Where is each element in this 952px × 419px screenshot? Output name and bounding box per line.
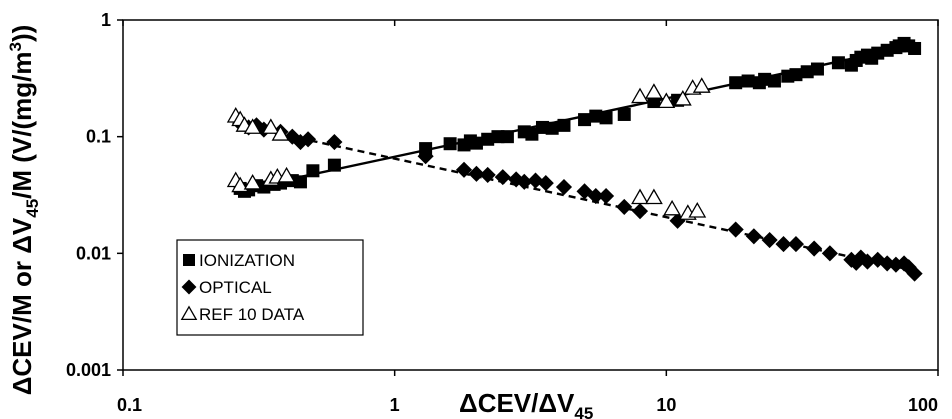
legend-box (176, 239, 364, 336)
ref10-point (231, 176, 250, 193)
legend-label: REF 10 DATA (199, 305, 305, 324)
y-axis-title-sub: 45 (23, 199, 42, 218)
ionization-point (481, 132, 495, 146)
optical-point (669, 212, 686, 229)
y-tick-label: 0.01 (76, 243, 111, 263)
ref10-point (644, 83, 663, 99)
ref10-point (657, 92, 676, 109)
plot-area-frame (122, 19, 939, 371)
svg-text:ΔCEV/M or ΔV45/M (V/(mg/m3)): ΔCEV/M or ΔV45/M (V/(mg/m3)) (6, 25, 42, 396)
ionization-point (557, 118, 571, 132)
ionization-point (500, 130, 514, 144)
legend-label: IONIZATION (199, 251, 295, 270)
y-tick-label: 1 (101, 10, 111, 30)
ionization-point (589, 109, 603, 123)
ref10-point (243, 118, 262, 134)
ionization-point (443, 137, 457, 151)
data-marks (226, 36, 923, 282)
ref10-point (688, 202, 707, 218)
optical-point (775, 236, 792, 253)
x-tick-label: 1 (390, 395, 400, 415)
optical-point (869, 251, 886, 268)
ref10-point (673, 89, 692, 106)
optical-point (745, 228, 762, 245)
x-axis-title: ΔCEV/ΔV45 (459, 388, 593, 419)
y-axis-title-part-b: /M (V/(mg/m (7, 52, 37, 199)
optical-fit-line (239, 124, 912, 272)
optical-point (587, 187, 604, 205)
ref10-point (631, 87, 649, 104)
ref10-point (644, 188, 663, 205)
y-axis-title-part-c: )) (7, 25, 37, 42)
ionization-point (469, 136, 483, 150)
ionization-point (789, 68, 803, 82)
optical-point (300, 131, 317, 148)
optical-point (806, 240, 823, 257)
optical-point (494, 169, 511, 186)
x-axis-title-main: ΔCEV/ΔV (459, 388, 575, 418)
optical-point (326, 133, 343, 151)
ionization-point (327, 158, 341, 172)
x-axis-title-sub: 45 (574, 404, 593, 419)
legend-square-marker (183, 254, 195, 266)
optical-point (906, 265, 923, 282)
ref10-point (261, 118, 280, 134)
optical-point (537, 175, 554, 192)
x-tick-label: 100 (908, 395, 938, 415)
legend-label: OPTICAL (199, 278, 272, 297)
optical-point (468, 165, 485, 182)
ionization-point (578, 113, 592, 127)
ionization-point (831, 56, 845, 70)
legend: IONIZATION OPTICAL REF 10 DATA (176, 239, 364, 336)
optical-point (598, 187, 615, 205)
ref10-point (277, 166, 296, 183)
optical-point (879, 255, 896, 272)
optical-point (787, 236, 805, 253)
legend-diamond-marker (181, 279, 197, 295)
ionization-point (758, 72, 772, 86)
ionization-point (306, 164, 320, 178)
optical-point (859, 253, 876, 270)
legend-triangle-open-marker (180, 305, 198, 321)
optical-point (631, 203, 649, 220)
optical-point (761, 231, 778, 249)
y-tick-label: 0.001 (66, 360, 111, 380)
x-tick-label: 10 (656, 395, 676, 415)
ionization-point (729, 76, 743, 90)
axes: 0.1 1 10 100 0.001 0.01 0.1 1 (66, 10, 939, 415)
ref10-point (271, 125, 290, 141)
optical-point (821, 245, 838, 262)
optical-point (479, 166, 496, 183)
ionization-point (908, 41, 922, 55)
optical-point (555, 178, 573, 196)
y-axis-title-sup: 3 (6, 42, 25, 51)
optical-point (727, 221, 744, 238)
ionization-point (599, 111, 613, 125)
ionization-point (810, 62, 824, 76)
ionization-point (800, 65, 814, 79)
y-axis-title-part-a: ΔCEV/M or ΔV (7, 217, 37, 395)
ionization-point (741, 74, 755, 88)
ionization-point (293, 175, 307, 189)
fit-lines (239, 44, 912, 272)
y-tick-label: 0.1 (86, 127, 111, 147)
optical-point (616, 198, 633, 215)
y-axis-title: ΔCEV/M or ΔV45/M (V/(mg/m3)) (6, 25, 42, 396)
optical-point (455, 161, 473, 178)
x-tick-label: 0.1 (117, 395, 142, 415)
ionization-point (525, 127, 539, 141)
ref10-point (692, 77, 711, 93)
ionization-point (545, 121, 559, 135)
ref10-point (663, 199, 682, 216)
ionization-point (617, 107, 631, 121)
optical-point (417, 148, 434, 165)
optical-point (516, 173, 533, 190)
ionization-point (767, 74, 781, 88)
ref10-point (243, 173, 262, 190)
ref10-point (631, 188, 649, 205)
